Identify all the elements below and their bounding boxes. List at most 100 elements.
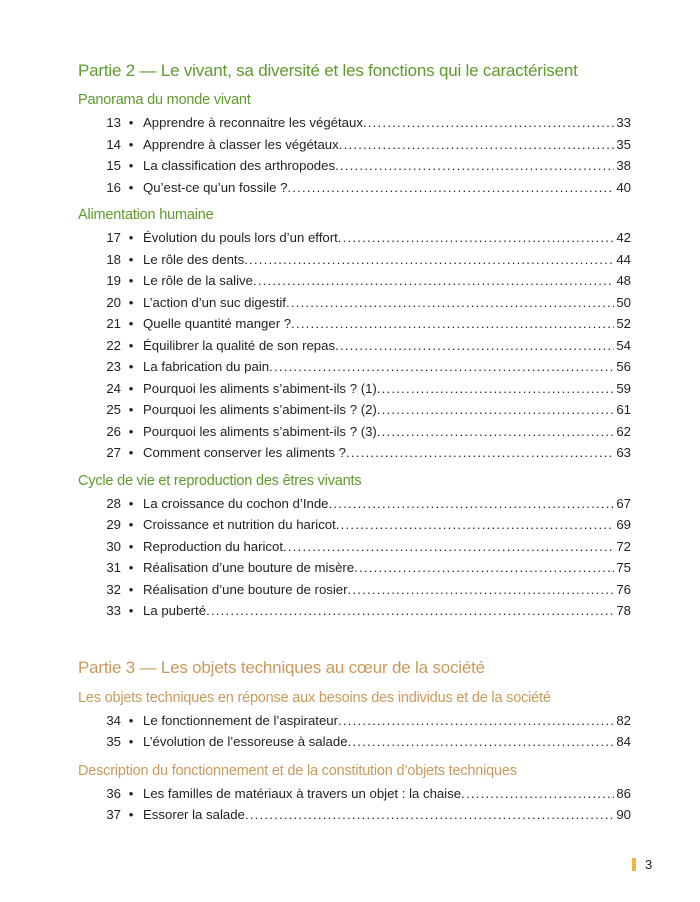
entry-title: Les familles de matériaux à travers un o… — [143, 785, 462, 801]
toc-entry[interactable]: 33 • La puberté 78 — [0, 600, 700, 622]
leader-dots — [291, 313, 614, 335]
entry-number: 22 — [106, 337, 121, 353]
entry-number: 15 — [106, 158, 121, 173]
entry-title: Essorer la salade — [143, 807, 245, 822]
entry-page: 84 — [616, 734, 631, 749]
entry-page: 48 — [616, 273, 631, 288]
entry-line: Les familles de matériaux à travers un o… — [143, 783, 631, 805]
toc-entry[interactable]: 15 • La classification des arthropodes 38 — [0, 155, 700, 177]
entry-page: 72 — [616, 538, 631, 554]
entry-number: 32 — [106, 581, 121, 597]
toc-entry[interactable]: 13 • Apprendre à reconnaitre les végétaux 3… — [0, 112, 700, 134]
page-marker — [632, 857, 636, 871]
entry-number: 19 — [106, 273, 121, 288]
toc-entry[interactable]: 14 • Apprendre à classer les végétaux 35 — [0, 134, 700, 156]
leader-dots — [377, 421, 615, 443]
entry-line: Croissance et nutrition du haricot 69 — [143, 514, 631, 536]
entry-page: 42 — [616, 230, 631, 245]
entry-page: 62 — [616, 423, 631, 439]
toc-entry[interactable]: 30 • Reproduction du haricot 72 — [0, 536, 700, 558]
entry-title: Le fonctionnement de l’aspirateur — [143, 712, 339, 728]
entry-number: 31 — [106, 560, 121, 575]
entry-number: 17 — [106, 230, 121, 245]
section: Alimentation humaine 17 • Évolution du poul… — [0, 203, 700, 464]
entry-page: 59 — [616, 380, 631, 396]
toc-entry[interactable]: 35 • L’évolution de l’essoreuse à salade 84 — [0, 731, 700, 753]
toc-entry[interactable]: 22 • Équilibrer la qualité de son repas 54 — [0, 335, 700, 357]
entry-line: La fabrication du pain 56 — [143, 356, 631, 378]
entry-line: Le rôle de la salive 48 — [143, 270, 631, 292]
toc-entry[interactable]: 34 • Le fonctionnement de l’aspirateur 82 — [0, 710, 700, 732]
toc-entry[interactable]: 29 • Croissance et nutrition du haricot 69 — [0, 514, 700, 536]
entry-title: Reproduction du haricot — [143, 538, 284, 554]
entry-number: 25 — [106, 402, 121, 417]
entry-page: 82 — [616, 712, 631, 728]
toc-entry[interactable]: 26 • Pourquoi les aliments s’abiment-ils ?… — [0, 421, 700, 443]
part-block: Partie 2 — Le vivant, sa diversité et le… — [0, 60, 700, 622]
entry-number: 37 — [106, 807, 121, 822]
leader-dots — [338, 227, 615, 249]
bullet-icon: • — [128, 251, 134, 267]
entry-title: Pourquoi les aliments s’abiment-ils ? (1… — [143, 380, 377, 396]
entry-number: 16 — [106, 179, 121, 195]
part-title: Partie 3 — Les objets techniques au cœur… — [78, 657, 485, 677]
toc-entry[interactable]: 18 • Le rôle des dents 44 — [0, 249, 700, 271]
entry-line: Pourquoi les aliments s’abiment-ils ? (2… — [143, 399, 631, 421]
section-title: Alimentation humaine — [78, 207, 214, 223]
entry-line: Apprendre à reconnaitre les végétaux 33 — [143, 112, 631, 134]
leader-dots — [335, 335, 614, 357]
toc-entry[interactable]: 25 • Pourquoi les aliments s’abiment-ils ?… — [0, 399, 700, 421]
leader-dots — [336, 514, 615, 536]
entry-line: Quelle quantité manger ? 52 — [143, 313, 631, 335]
bullet-icon: • — [128, 445, 134, 460]
entry-number: 26 — [106, 423, 121, 439]
toc-entry[interactable]: 32 • Réalisation d’une bouture de rosier 76 — [0, 579, 700, 601]
leader-dots — [286, 292, 614, 314]
entry-line: La puberté 78 — [143, 600, 631, 622]
entry-page: 56 — [616, 359, 631, 374]
toc-entry[interactable]: 17 • Évolution du pouls lors d’un effort 42 — [0, 227, 700, 249]
toc-entry[interactable]: 31 • Réalisation d’une bouture de misère 75 — [0, 557, 700, 579]
toc-entry[interactable]: 24 • Pourquoi les aliments s’abiment-ils ?… — [0, 378, 700, 400]
entry-title: Apprendre à classer les végétaux — [143, 136, 339, 152]
entry-number: 33 — [106, 603, 121, 618]
toc-entry[interactable]: 21 • Quelle quantité manger ? 52 — [0, 313, 700, 335]
toc-entry[interactable]: 37 • Essorer la salade 90 — [0, 804, 700, 826]
section-title: Cycle de vie et reproduction des êtres v… — [78, 472, 362, 489]
toc-entry[interactable]: 36 • Les familles de matériaux à travers u… — [0, 783, 700, 805]
entry-line: Essorer la salade 90 — [143, 804, 631, 826]
leader-dots — [328, 493, 614, 515]
bullet-icon: • — [128, 423, 134, 439]
toc-entry[interactable]: 27 • Comment conserver les aliments ? 63 — [0, 442, 700, 464]
entry-page: 75 — [616, 560, 631, 575]
entry-title: Comment conserver les aliments ? — [143, 445, 347, 460]
leader-dots — [338, 710, 614, 732]
bullet-icon: • — [128, 136, 134, 152]
toc-entry[interactable]: 20 • L’action d’un suc digestif 50 — [0, 292, 700, 314]
entry-title: Qu’est-ce qu’un fossile ? — [143, 179, 288, 195]
entry-title: La croissance du cochon d’Inde — [143, 495, 329, 511]
entry-title: Apprendre à reconnaitre les végétaux — [143, 115, 363, 130]
page-number: 3 — [645, 856, 653, 872]
bullet-icon: • — [128, 179, 134, 195]
toc-entry[interactable]: 16 • Qu’est-ce qu’un fossile ? 40 — [0, 177, 700, 199]
section: Cycle de vie et reproduction des êtres v… — [0, 469, 700, 622]
page-footer: 3 — [632, 856, 653, 872]
leader-dots — [206, 600, 614, 622]
leader-dots — [461, 783, 614, 805]
entry-line: Réalisation d’une bouture de rosier 76 — [143, 579, 631, 601]
entry-page: 63 — [616, 445, 631, 460]
section-title: Description du fonctionnement et de la c… — [78, 762, 517, 779]
entry-title: L’évolution de l’essoreuse à salade — [143, 734, 348, 749]
entry-line: Évolution du pouls lors d’un effort 42 — [143, 227, 631, 249]
toc-entry[interactable]: 28 • La croissance du cochon d’Inde 67 — [0, 493, 700, 515]
entry-line: L’évolution de l’essoreuse à salade 84 — [143, 731, 631, 753]
leader-dots — [253, 270, 614, 292]
entry-line: Comment conserver les aliments ? 63 — [143, 442, 631, 464]
toc-entry[interactable]: 23 • La fabrication du pain 56 — [0, 356, 700, 378]
entry-page: 76 — [616, 581, 631, 597]
entry-title: Évolution du pouls lors d’un effort — [143, 230, 338, 245]
leader-dots — [339, 134, 615, 156]
leader-dots — [287, 177, 614, 199]
toc-entry[interactable]: 19 • Le rôle de la salive 48 — [0, 270, 700, 292]
